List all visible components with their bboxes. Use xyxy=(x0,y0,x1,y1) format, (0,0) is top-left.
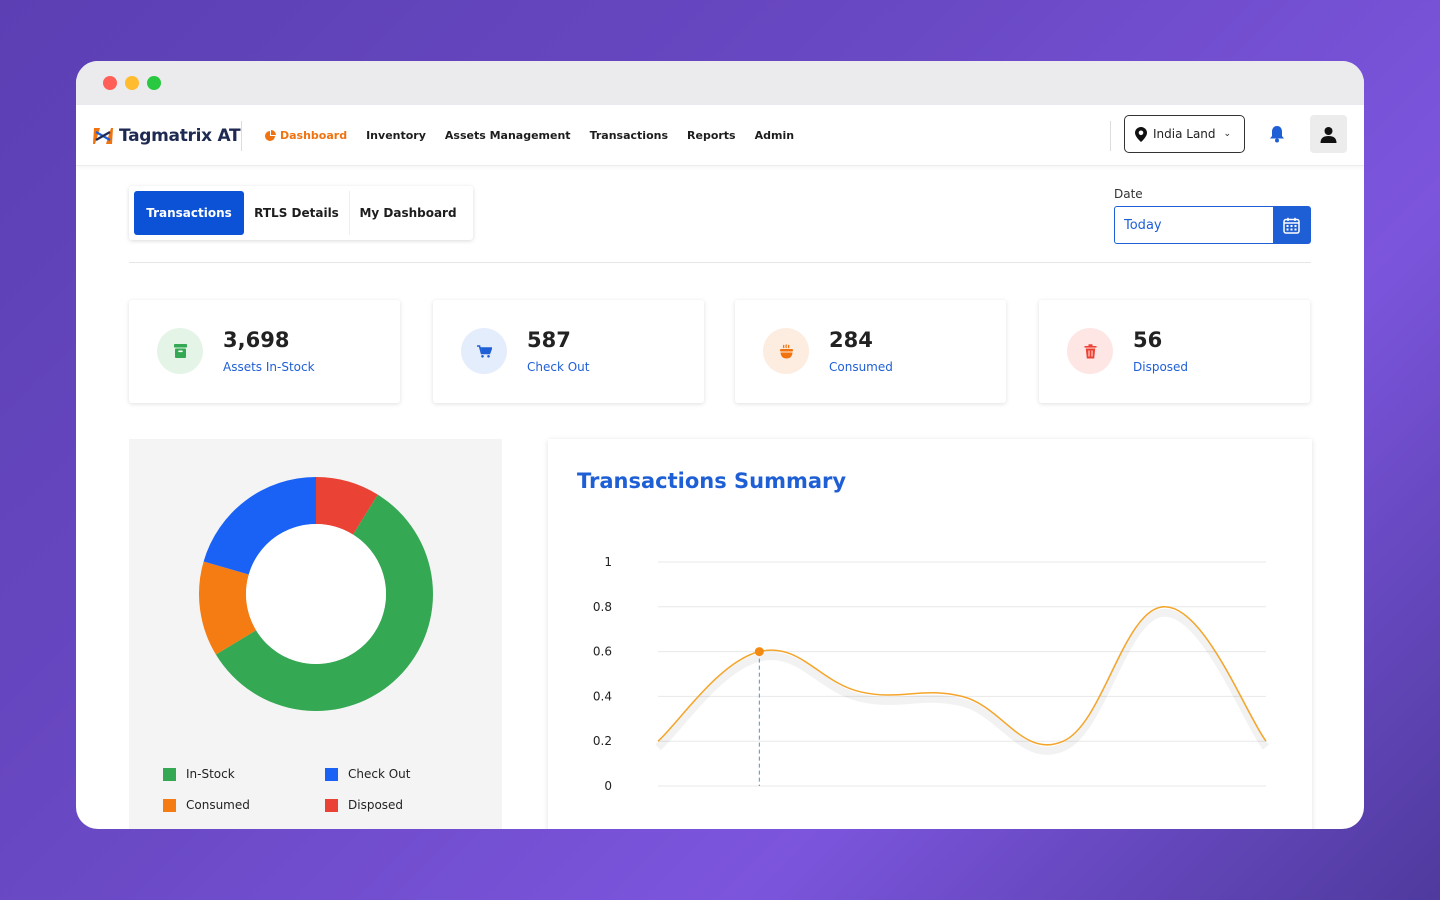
tab-transactions[interactable]: Transactions xyxy=(134,191,244,235)
y-tick-label: 0.8 xyxy=(593,600,612,614)
location-selector[interactable]: India Land ⌄ xyxy=(1124,115,1245,153)
main-nav: Dashboard Inventory Assets Management Tr… xyxy=(264,129,794,142)
data-point[interactable] xyxy=(754,647,764,657)
bell-icon[interactable] xyxy=(1267,124,1287,144)
calendar-icon xyxy=(1283,217,1300,234)
legend-item-disposed[interactable]: Disposed xyxy=(325,798,403,812)
donut-slice-consumed[interactable] xyxy=(199,561,257,655)
nav-item-transactions[interactable]: Transactions xyxy=(590,129,668,142)
trash-icon xyxy=(1084,343,1096,358)
user-menu-button[interactable] xyxy=(1310,115,1347,153)
stat-icon-wrap xyxy=(157,328,203,374)
legend-item-check-out[interactable]: Check Out xyxy=(325,767,410,781)
donut-chart xyxy=(199,477,433,711)
legend-swatch xyxy=(163,767,176,781)
series-line-shadow xyxy=(655,608,1270,755)
legend-label: Disposed xyxy=(348,798,404,812)
stat-icon-wrap xyxy=(461,328,507,374)
line-chart: 0 0.2 0.4 0.6 0.8 1 xyxy=(593,555,1270,793)
legend-swatch xyxy=(325,767,338,781)
legend-swatch xyxy=(163,798,176,812)
date-input[interactable] xyxy=(1115,207,1273,243)
window-titlebar xyxy=(76,61,1364,105)
y-tick-label: 1 xyxy=(604,555,612,569)
stat-label: Check Out xyxy=(527,360,590,374)
y-tick-label: 0.4 xyxy=(593,689,612,703)
stat-card-check-out[interactable]: 587 Check Out xyxy=(433,300,704,403)
nav-item-label: Transactions xyxy=(589,129,669,142)
series-line[interactable] xyxy=(657,606,1267,746)
nav-item-assets-management[interactable]: Assets Management xyxy=(445,129,571,142)
stat-card-disposed[interactable]: 56 Disposed xyxy=(1039,300,1310,403)
stat-value: 3,698 xyxy=(223,328,290,352)
nav-item-label: Assets Management xyxy=(444,129,571,142)
nav-item-label: Inventory xyxy=(366,129,426,142)
transactions-summary-card: Transactions Summary 0 0.2 0.4 0.6 0.8 1 xyxy=(548,439,1312,829)
app-window: Tagmatrix AT Dashboard Inventory Assets … xyxy=(76,61,1364,829)
legend-label: In-Stock xyxy=(186,767,235,781)
nav-item-admin[interactable]: Admin xyxy=(755,129,794,142)
stat-icon-wrap xyxy=(1067,328,1113,374)
stat-value: 587 xyxy=(527,328,571,352)
map-pin-icon xyxy=(1135,126,1147,142)
nav-item-inventory[interactable]: Inventory xyxy=(366,129,426,142)
stat-label: Assets In-Stock xyxy=(223,360,315,374)
dashboard-tabs: Transactions RTLS Details My Dashboard xyxy=(129,186,473,240)
stat-card-in-stock[interactable]: 3,698 Assets In-Stock xyxy=(129,300,400,403)
logo-text: Tagmatrix AT xyxy=(119,126,241,146)
stat-value: 56 xyxy=(1133,328,1163,352)
box-icon xyxy=(173,344,187,358)
cart-icon xyxy=(476,344,492,358)
stat-card-consumed[interactable]: 284 Consumed xyxy=(735,300,1006,403)
legend-swatch xyxy=(325,798,338,812)
y-tick-label: 0 xyxy=(604,779,612,793)
nav-item-label: Dashboard xyxy=(280,129,348,142)
pie-chart-icon xyxy=(265,129,276,141)
bowl-icon xyxy=(779,343,793,358)
legend-label: Consumed xyxy=(186,798,250,812)
donut-chart-card: In-Stock Check Out Consumed Disposed xyxy=(129,439,502,829)
donut-slice-in-stock[interactable] xyxy=(215,494,433,711)
donut-slice-disposed[interactable] xyxy=(316,477,378,535)
chevron-down-icon: ⌄ xyxy=(1223,129,1232,139)
nav-item-dashboard[interactable]: Dashboard xyxy=(264,129,347,142)
legend-label: Check Out xyxy=(348,767,411,781)
tab-my-dashboard[interactable]: My Dashboard xyxy=(359,206,457,220)
user-icon xyxy=(1320,126,1337,143)
top-navbar: Tagmatrix AT Dashboard Inventory Assets … xyxy=(76,105,1364,166)
nav-item-reports[interactable]: Reports xyxy=(687,129,736,142)
location-value: India Land xyxy=(1153,127,1216,141)
date-picker xyxy=(1114,206,1311,244)
minimize-window-button[interactable] xyxy=(125,76,139,90)
legend-item-consumed[interactable]: Consumed xyxy=(163,798,250,812)
chart-title: Transactions Summary xyxy=(577,469,847,493)
nav-item-label: Reports xyxy=(687,129,736,142)
stat-label: Disposed xyxy=(1133,360,1189,374)
nav-item-label: Admin xyxy=(754,129,795,142)
donut-slice-check-out[interactable] xyxy=(203,477,316,575)
close-window-button[interactable] xyxy=(103,76,117,90)
donut-hole xyxy=(246,524,386,664)
y-tick-label: 0.6 xyxy=(593,645,612,659)
tab-rtls-details[interactable]: RTLS Details xyxy=(244,191,350,235)
section-divider xyxy=(129,262,1311,263)
header-divider xyxy=(1110,121,1111,151)
stat-icon-wrap xyxy=(763,328,809,374)
tagmatrix-logo-icon xyxy=(93,128,113,144)
stat-value: 284 xyxy=(829,328,873,352)
date-label: Date xyxy=(1114,187,1143,201)
legend-item-in-stock[interactable]: In-Stock xyxy=(163,767,235,781)
nav-divider xyxy=(241,121,242,151)
stat-label: Consumed xyxy=(829,360,893,374)
calendar-button[interactable] xyxy=(1273,207,1310,243)
maximize-window-button[interactable] xyxy=(147,76,161,90)
logo[interactable]: Tagmatrix AT xyxy=(91,124,241,148)
y-tick-label: 0.2 xyxy=(593,734,612,748)
